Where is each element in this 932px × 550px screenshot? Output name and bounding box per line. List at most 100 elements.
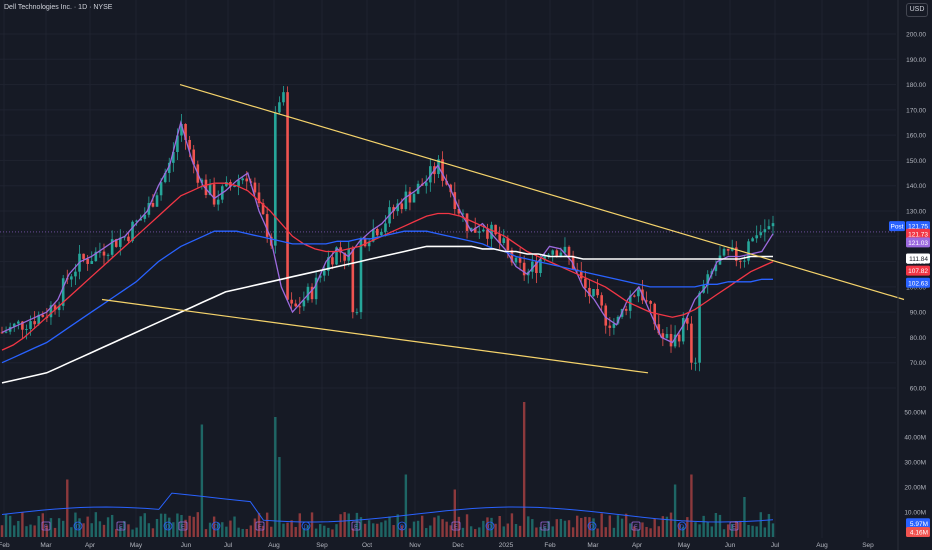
earnings-marker[interactable]: E — [41, 521, 51, 531]
volume-bar — [147, 523, 151, 537]
volume-bar — [677, 523, 681, 537]
volume-bar — [665, 516, 669, 537]
candle — [119, 237, 122, 247]
dividend-marker[interactable]: D — [301, 521, 311, 531]
candle — [265, 214, 269, 237]
volume-bar — [494, 523, 497, 537]
candle — [380, 231, 383, 236]
volume-bar — [286, 522, 289, 537]
volume-ma-line — [1, 492, 774, 523]
earnings-marker[interactable]: E — [351, 521, 361, 531]
volume-bar — [751, 525, 754, 537]
earnings-icon[interactable] — [631, 521, 641, 531]
volume-bar — [673, 484, 677, 537]
earnings-icon[interactable] — [116, 521, 126, 531]
candle — [225, 181, 228, 187]
dividend-icon[interactable] — [301, 521, 311, 531]
volume-bar — [388, 516, 391, 537]
candle — [494, 224, 497, 235]
candle — [25, 328, 28, 330]
volume-bar — [412, 521, 416, 537]
lower-trendline[interactable] — [101, 298, 649, 374]
volume-bar — [106, 517, 110, 537]
earnings-icon[interactable] — [255, 521, 265, 531]
dividend-marker[interactable]: D — [587, 521, 597, 531]
candle — [506, 238, 510, 251]
volume-bar — [119, 526, 122, 537]
volume-bar — [506, 523, 510, 537]
dividend-marker[interactable]: D — [211, 521, 221, 531]
price-label-badge — [906, 527, 930, 537]
volume-bar — [335, 524, 338, 537]
earnings-icon[interactable] — [540, 521, 550, 531]
dividend-marker[interactable]: D — [397, 521, 407, 531]
volume-bar — [294, 527, 297, 537]
volume-bar — [743, 497, 746, 537]
earnings-marker[interactable]: E — [451, 521, 461, 531]
volume-bar — [290, 520, 293, 537]
earnings-icon[interactable] — [729, 521, 739, 531]
volume-bar — [633, 526, 636, 537]
earnings-icon[interactable] — [41, 521, 51, 531]
earnings-marker[interactable]: E — [116, 521, 126, 531]
price-tick-label: 200.00 — [906, 32, 926, 39]
volume-bar — [135, 527, 138, 537]
candle — [543, 255, 546, 260]
volume-bar — [237, 527, 240, 537]
volume-tick-label: 40.00M — [904, 435, 926, 442]
earnings-marker[interactable]: E — [631, 521, 641, 531]
candle — [74, 271, 77, 277]
dividend-marker[interactable]: D — [677, 521, 687, 531]
candle — [771, 223, 775, 227]
earnings-icon[interactable] — [451, 521, 461, 531]
volume-bar — [323, 525, 326, 537]
earnings-icon[interactable] — [351, 521, 361, 531]
dividend-marker[interactable]: D — [485, 521, 495, 531]
dividend-icon[interactable] — [211, 521, 221, 531]
volume-bar — [453, 489, 457, 537]
trendlines[interactable] — [101, 83, 905, 374]
dividend-marker[interactable]: D — [163, 521, 173, 531]
volume-bar — [347, 513, 350, 537]
earnings-marker[interactable]: E — [729, 521, 739, 531]
dividend-icon[interactable] — [73, 521, 83, 531]
currency-button[interactable]: USD — [906, 3, 928, 17]
earnings-marker[interactable]: E — [540, 521, 550, 531]
volume-bar — [400, 525, 403, 537]
symbol-legend[interactable]: Dell Technologies Inc. · 1D · NYSE — [4, 4, 113, 11]
candle — [53, 305, 57, 311]
volume-bar — [469, 526, 473, 537]
dividend-icon[interactable] — [397, 521, 407, 531]
candle — [86, 258, 89, 264]
volume-bar — [355, 512, 359, 537]
candle — [0, 332, 4, 334]
candle — [490, 224, 493, 239]
volume-bar — [567, 520, 571, 537]
candle — [482, 229, 485, 232]
volume-bar — [339, 514, 342, 537]
earnings-icon[interactable] — [178, 521, 188, 531]
candle — [318, 275, 322, 278]
candle — [743, 260, 746, 262]
dividend-icon[interactable] — [677, 521, 687, 531]
price-label-badge — [906, 253, 930, 264]
dividend-icon[interactable] — [485, 521, 495, 531]
marker-letter: D — [590, 525, 594, 531]
volume-bar — [17, 520, 20, 537]
price-label-value: 107.82 — [908, 268, 928, 275]
candle — [412, 193, 416, 203]
earnings-marker[interactable]: E — [255, 521, 265, 531]
earnings-marker[interactable]: E — [178, 521, 188, 531]
upper-trendline[interactable] — [179, 83, 905, 301]
dividend-marker[interactable]: D — [73, 521, 83, 531]
volume-bar — [514, 523, 518, 537]
volume-bar — [539, 526, 542, 537]
candle — [673, 334, 677, 347]
candle — [392, 207, 395, 212]
dividend-icon[interactable] — [587, 521, 597, 531]
volume-bar — [543, 526, 546, 537]
volume-bar — [731, 523, 734, 537]
dividend-icon[interactable] — [163, 521, 173, 531]
